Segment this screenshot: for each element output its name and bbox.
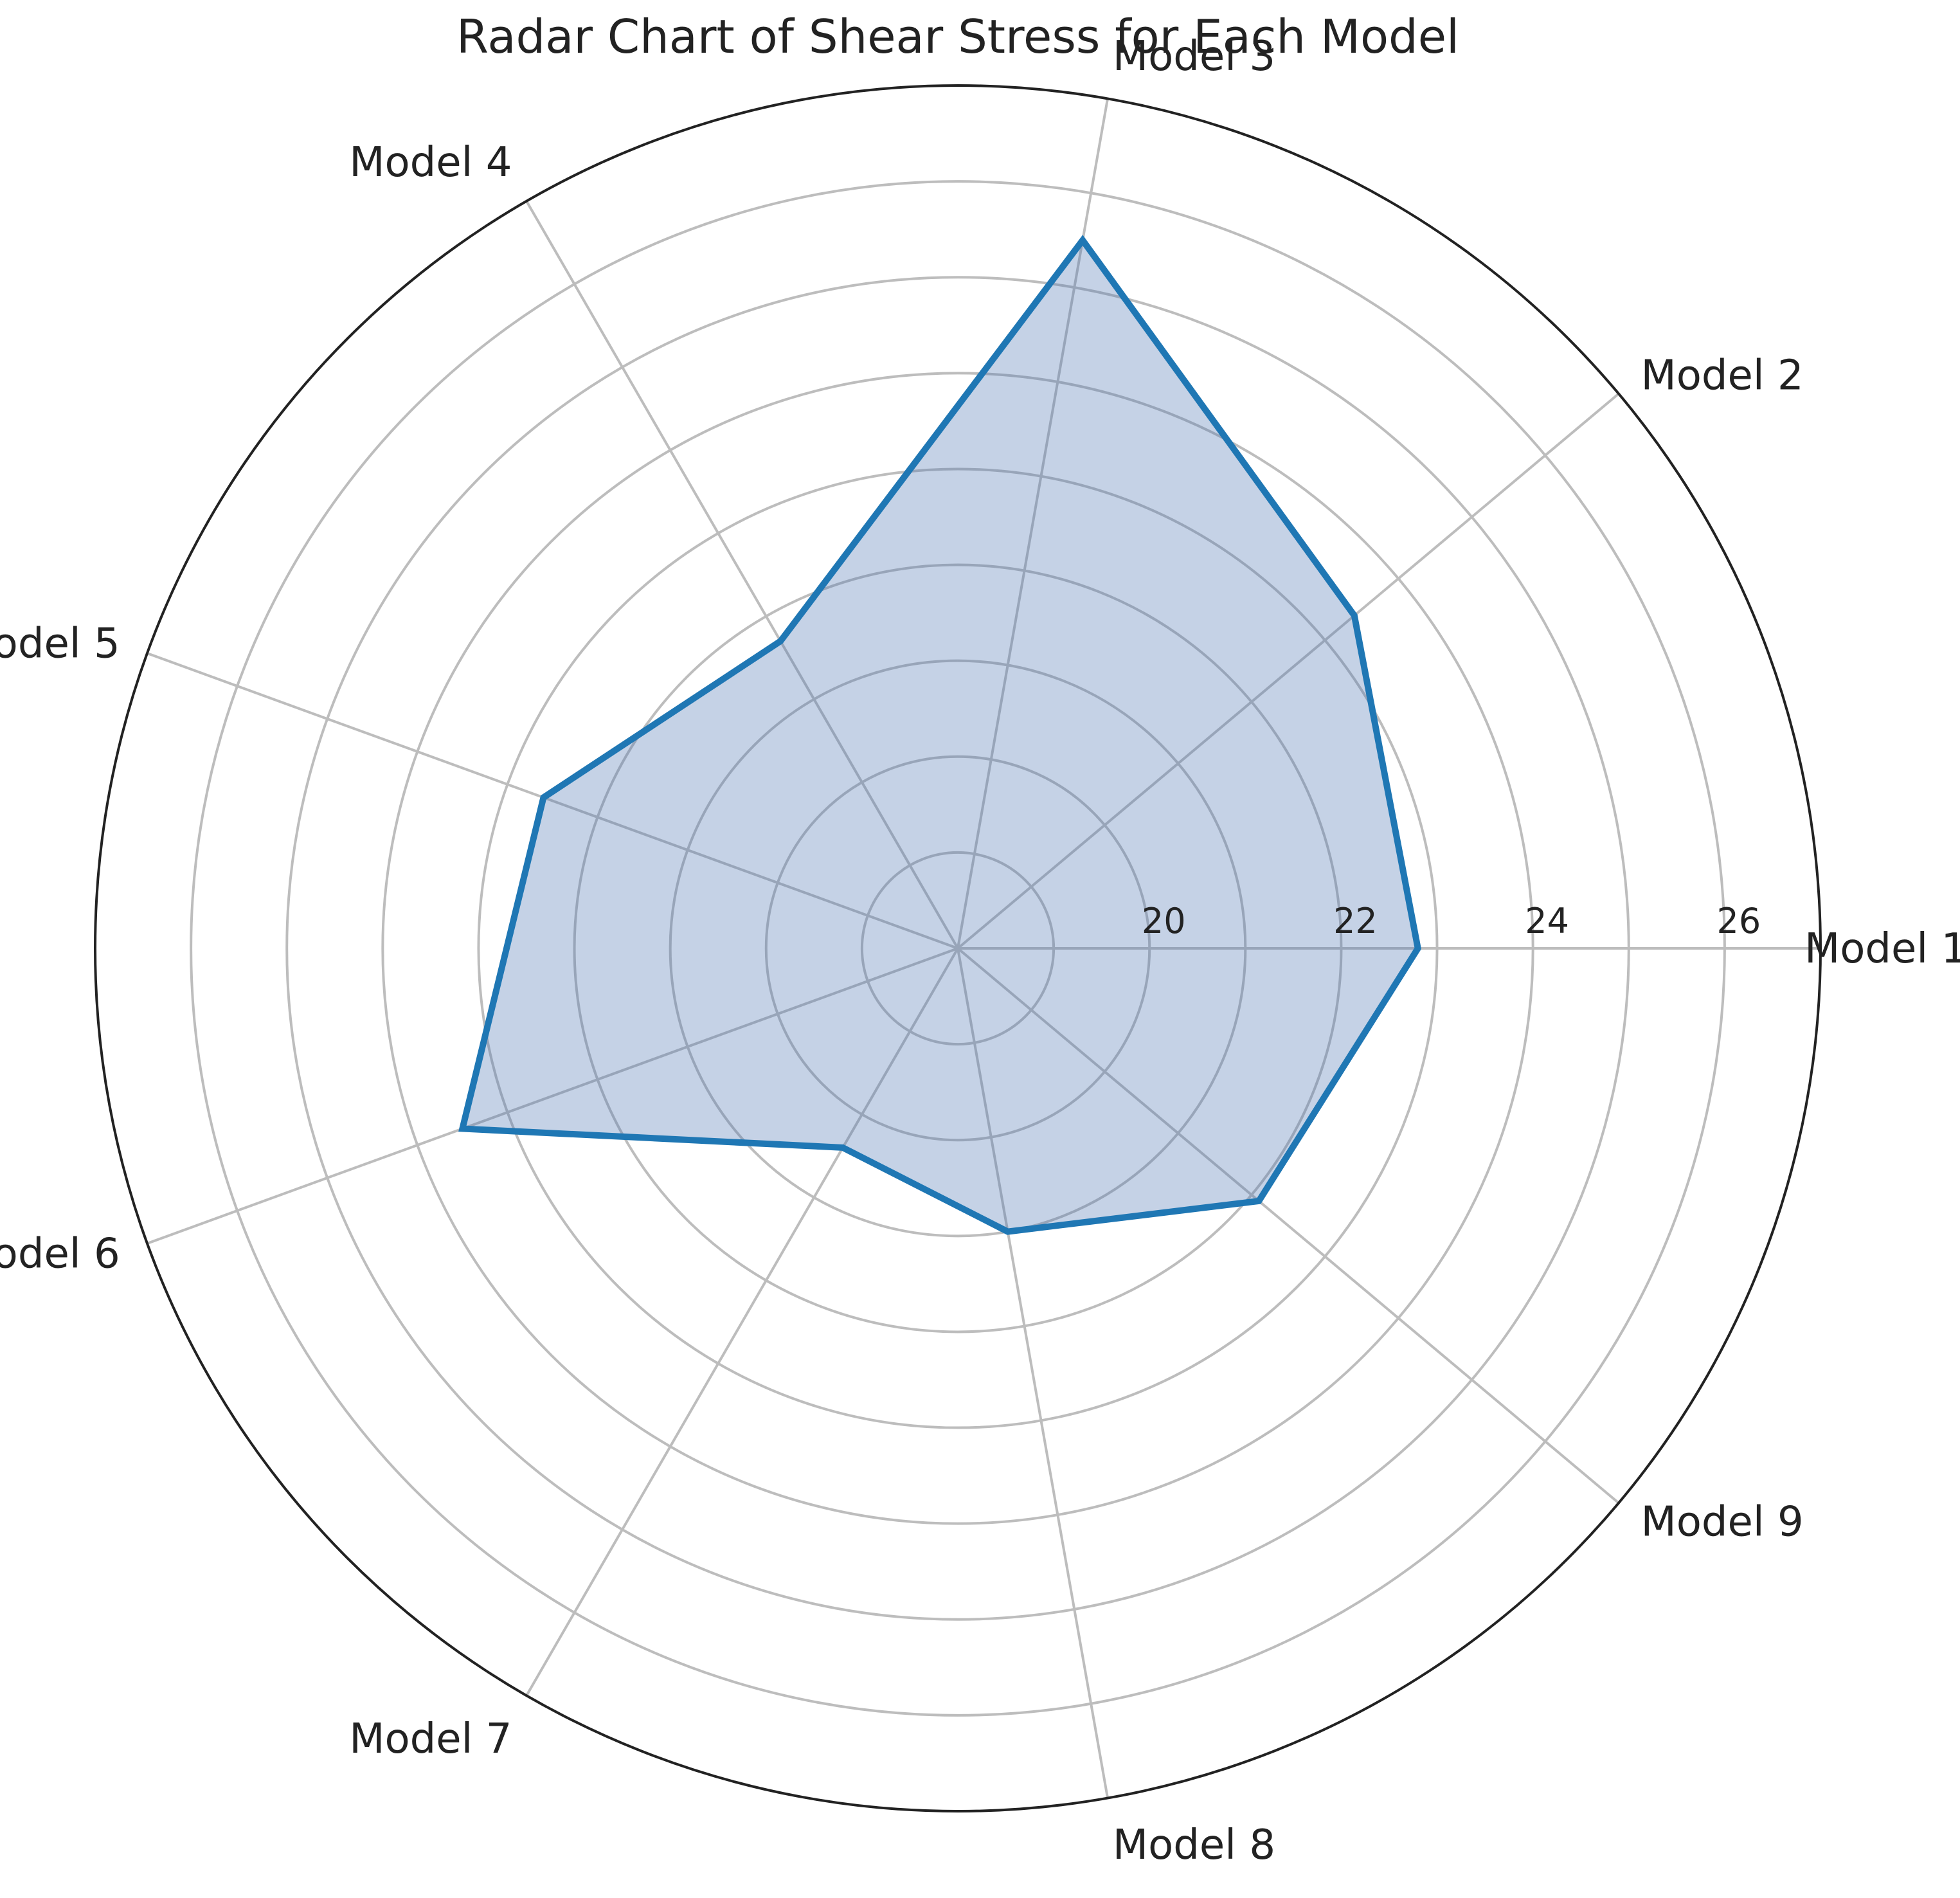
r-tick-label: 24: [1525, 901, 1569, 941]
grid-spoke: [525, 948, 959, 1697]
category-label: Model 1: [1804, 925, 1960, 973]
category-label: Model 3: [1113, 33, 1275, 80]
category-label: Model 7: [349, 1715, 512, 1763]
series-area: [462, 240, 1418, 1232]
series-line: [458, 235, 1422, 1235]
category-label: Model 6: [0, 1230, 120, 1278]
r-tick-label: 26: [1717, 901, 1761, 941]
chart-title: Radar Chart of Shear Stress for Each Mod…: [456, 10, 1459, 64]
category-label: Model 2: [1641, 352, 1804, 399]
grid-spoke: [525, 200, 959, 949]
grid-spoke: [957, 392, 1620, 950]
r-tick-label: 22: [1333, 901, 1378, 941]
grid-spoke: [147, 652, 958, 950]
radar-labels: 20 22 24 26 Model 1 Model 2 Model 3 Model 4 Mode…: [0, 33, 1960, 1869]
radar-data: [458, 235, 1422, 1235]
category-label: Model 8: [1113, 1821, 1275, 1869]
r-tick-label: 20: [1142, 901, 1186, 941]
category-label: Model 4: [349, 139, 512, 186]
grid-spoke: [147, 947, 958, 1245]
category-label: Model 5: [0, 620, 120, 668]
grid-spoke: [957, 948, 1110, 1798]
category-label: Model 9: [1641, 1499, 1804, 1546]
radar-frame: [94, 84, 1822, 1812]
grid-spoke: [957, 947, 1620, 1505]
